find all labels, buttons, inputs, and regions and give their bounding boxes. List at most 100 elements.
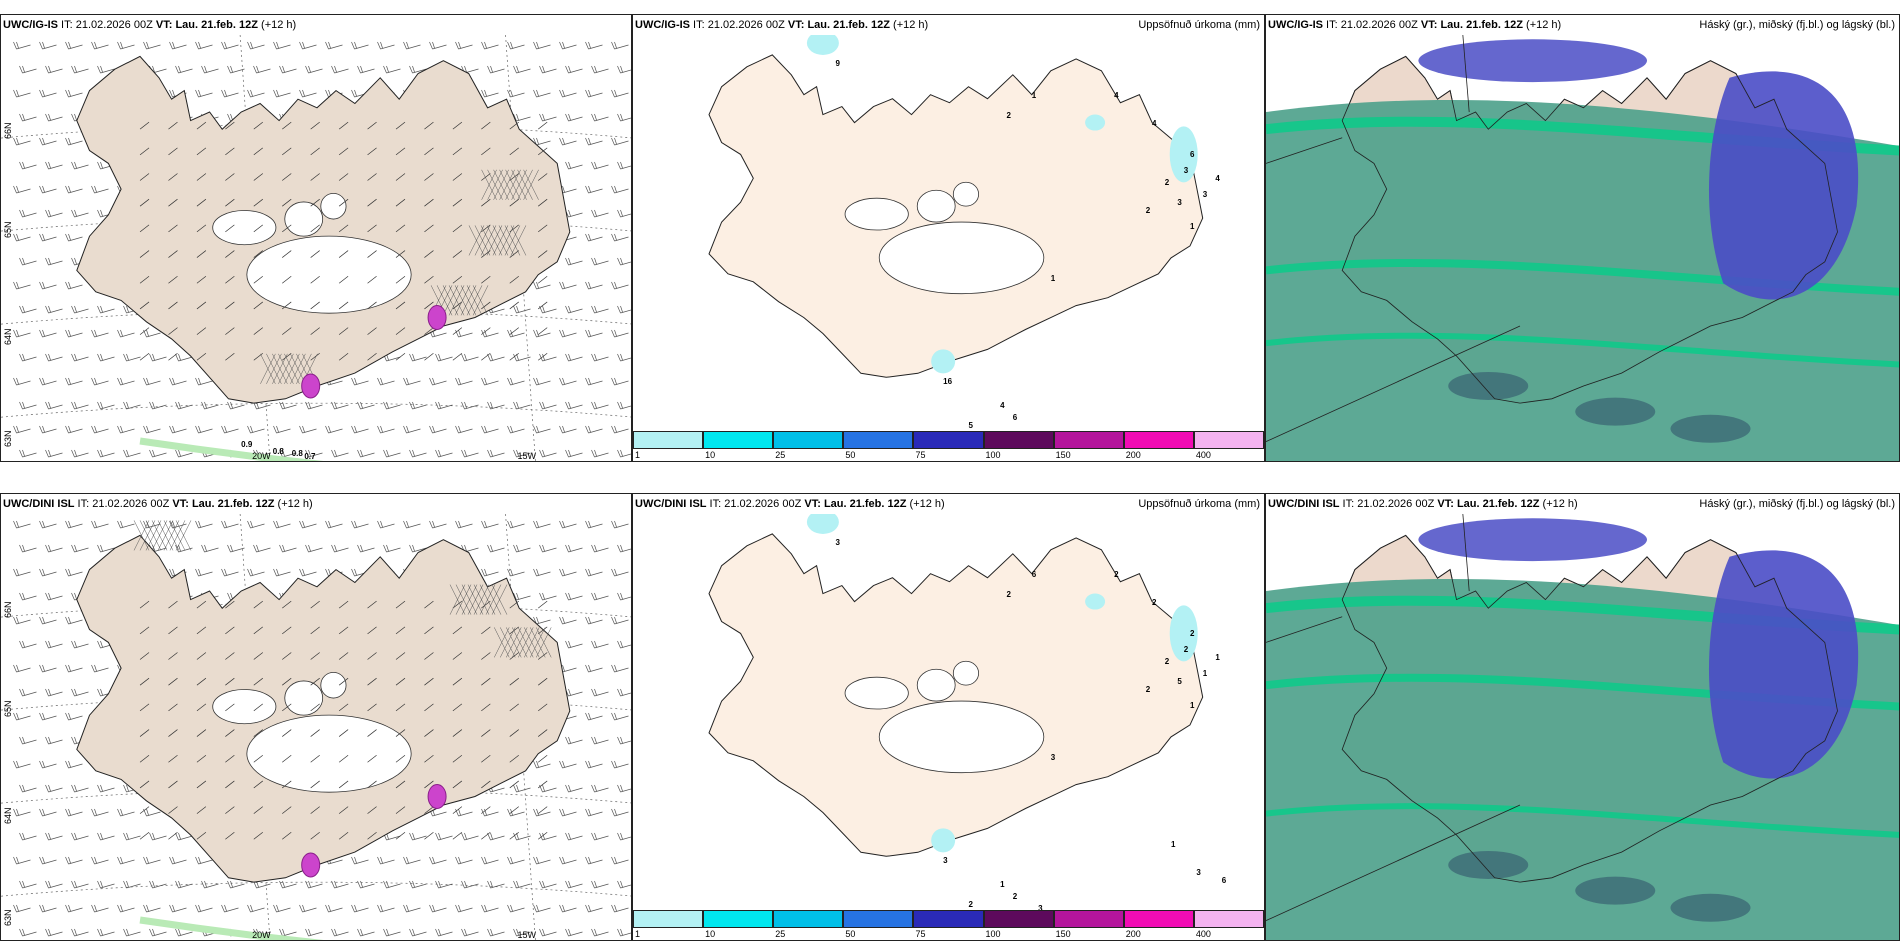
colorbar-swatch — [983, 431, 1054, 449]
colorbar-swatch — [633, 431, 704, 449]
precip-value-label: 3 — [1183, 166, 1189, 176]
forecast-panel-precip: UWC/DINI ISL IT: 21.02.2026 00Z VT: Lau.… — [632, 493, 1265, 941]
latitude-label: 63N — [3, 909, 13, 927]
precip-blob — [301, 852, 321, 878]
issue-time: 21.02.2026 00Z — [1340, 19, 1418, 31]
glacier-outline — [916, 668, 956, 702]
longitude-label: 15W — [517, 930, 537, 940]
forecast-panel-wind: UWC/IG-IS IT: 21.02.2026 00Z VT: Lau. 21… — [0, 14, 632, 462]
precip-value-label: 3 — [1202, 190, 1208, 200]
precip-value-label: 2 — [1006, 110, 1011, 120]
latitude-label: 66N — [3, 122, 13, 140]
mid-cloud-band — [1266, 803, 1899, 838]
colorbar-swatch — [703, 910, 774, 928]
precip-value-label: 1 — [1190, 222, 1195, 232]
valid-time: Lau. 21.feb. 12Z — [191, 498, 275, 510]
glacier-outline — [284, 680, 324, 716]
latitude-label: 63N — [3, 430, 13, 448]
issue-time: 21.02.2026 00Z — [724, 498, 802, 510]
latitude-label: 65N — [3, 221, 13, 238]
colorbar-swatch — [843, 910, 914, 928]
map-canvas — [708, 514, 1204, 857]
panel-header: UWC/DINI ISL IT: 21.02.2026 00Z VT: Lau.… — [1, 494, 631, 514]
valid-time: Lau. 21.feb. 12Z — [1440, 19, 1523, 31]
precip-value-label: 1 — [1050, 273, 1056, 283]
glacier-outline — [952, 660, 980, 686]
precip-value-label: 2 — [1114, 569, 1119, 579]
precip-value-label: 2 — [1145, 685, 1151, 695]
colorbar-tick-label: 1 — [635, 450, 641, 460]
map-canvas — [1266, 35, 1899, 461]
valid-time: Lau. 21.feb. 12Z — [1456, 498, 1540, 510]
colorbar-swatch — [843, 431, 914, 449]
colorbar-tick-label: 50 — [845, 450, 856, 460]
precip-value-label: 1 — [1202, 669, 1208, 679]
colorbar-tick-label: 25 — [775, 450, 786, 460]
precip-area — [806, 514, 839, 534]
issue-time: 21.02.2026 00Z — [707, 19, 785, 31]
colorbar-swatch — [773, 431, 844, 449]
precip-value-label: 9 — [835, 58, 840, 68]
precip-value-label: 3 — [835, 537, 840, 547]
colorbar-tick-label: 150 — [1055, 450, 1071, 460]
colorbar-tick-label: 200 — [1125, 450, 1141, 460]
precip-value-label: 4 — [1114, 90, 1119, 100]
icing-hatch-area — [260, 169, 539, 384]
issue-label: IT: — [1339, 498, 1358, 510]
precip-value-label: 3 — [1196, 868, 1201, 878]
iceland-landmass — [708, 533, 1204, 857]
colorbar-swatch — [913, 910, 984, 928]
glacier-outline — [284, 201, 324, 237]
precip-value-label: 4 — [1215, 174, 1220, 184]
precip-value-label: 0.8 — [291, 449, 303, 458]
glacier-outline — [212, 689, 277, 725]
lead-time: (+12 h) — [889, 19, 929, 31]
high-cloud-area — [1708, 550, 1859, 779]
issue-time: 21.02.2026 00Z — [92, 498, 170, 510]
precip-blob — [427, 783, 447, 809]
valid-label: VT: — [152, 19, 176, 31]
precip-value-label: 5 — [1177, 677, 1182, 687]
precip-value-label: 16 — [943, 377, 953, 387]
precip-colorbar: 1 10 25 50 75 100 150 200 400 — [633, 431, 1264, 461]
colorbar-tick-label: 1 — [635, 929, 641, 939]
precip-value-label: 3 — [1038, 904, 1043, 914]
precip-value-label: 0.9 — [241, 440, 253, 449]
precip-area — [1169, 605, 1198, 662]
precip-value-label: 2 — [1152, 597, 1157, 607]
colorbar-tick-label: 400 — [1195, 450, 1211, 460]
colorbar-tick-label: 10 — [705, 450, 716, 460]
high-cloud-area — [1418, 39, 1647, 83]
valid-label: VT: — [801, 498, 824, 510]
precip-area — [1085, 593, 1106, 610]
precip-colorbar: 1 10 25 50 75 100 150 200 400 — [633, 910, 1264, 940]
iceland-landmass — [76, 55, 571, 404]
colorbar-swatch — [703, 431, 774, 449]
issue-time: 21.02.2026 00Z — [75, 19, 153, 31]
longitude-label: 20W — [252, 930, 271, 940]
high-cloud-area — [1708, 71, 1859, 300]
precip-value-label: 3 — [1050, 752, 1056, 762]
colorbar-tick-label: 75 — [915, 929, 926, 939]
issue-label: IT: — [706, 498, 725, 510]
model-name: UWC/DINI ISL — [1268, 498, 1340, 510]
forecast-panel-cloud: UWC/DINI ISL IT: 21.02.2026 00Z VT: Lau.… — [1265, 493, 1900, 941]
colorbar-tick-label: 150 — [1055, 929, 1071, 939]
valid-label: VT: — [1434, 498, 1457, 510]
precip-value-label: 2 — [1012, 892, 1018, 902]
precip-value-label: 4 — [1000, 401, 1005, 411]
field-title: Uppsöfnuð úrkoma (mm) — [1138, 498, 1260, 510]
glacier-outline — [916, 189, 956, 223]
lead-time: (+12 h) — [1522, 19, 1562, 31]
panel-header: UWC/IG-IS IT: 21.02.2026 00Z VT: Lau. 21… — [633, 15, 1264, 35]
precip-value-label: 6 — [1012, 413, 1018, 423]
colorbar-swatch — [1053, 431, 1124, 449]
glacier-outline — [320, 671, 347, 699]
issue-label: IT: — [1323, 19, 1341, 31]
lead-time: (+12 h) — [257, 19, 297, 31]
precip-area — [931, 349, 956, 374]
forecast-panel-precip: UWC/IG-IS IT: 21.02.2026 00Z VT: Lau. 21… — [632, 14, 1265, 462]
model-name: UWC/DINI ISL — [635, 498, 707, 510]
precip-value-label: 0.8 — [272, 447, 284, 456]
valid-label: VT: — [784, 19, 808, 31]
